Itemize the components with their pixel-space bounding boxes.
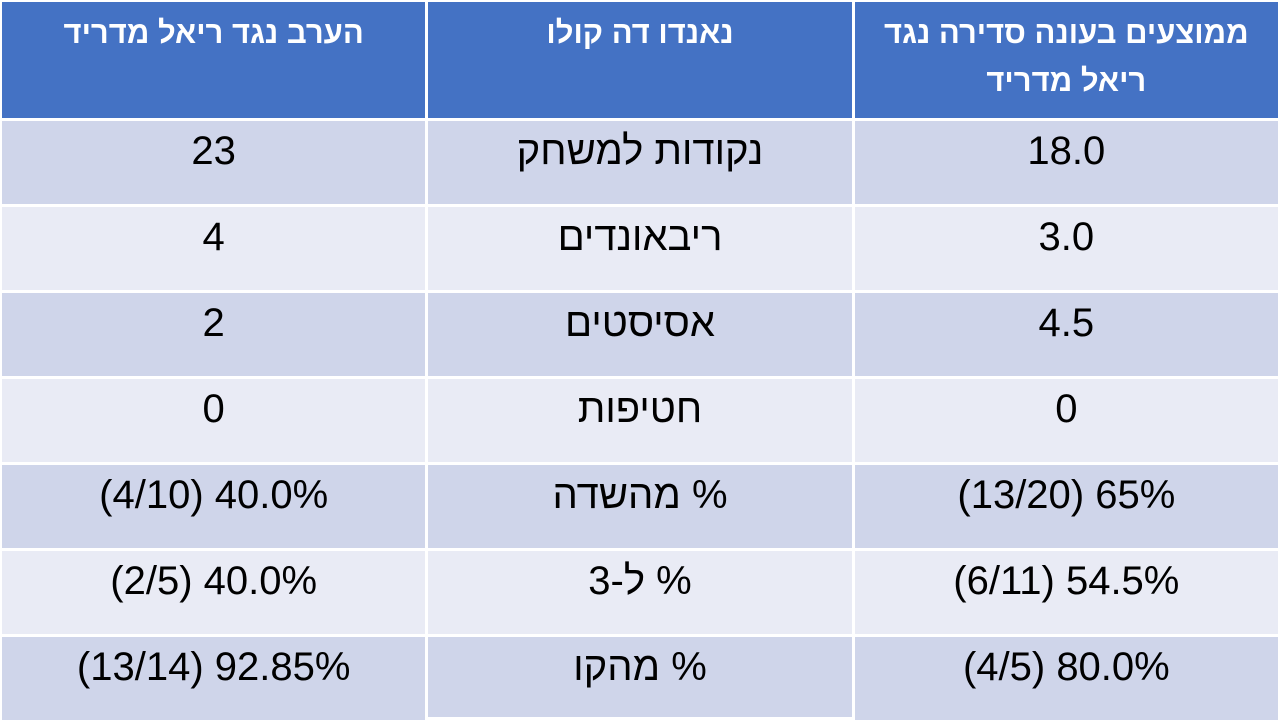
header-season-averages: ממוצעים בעונה סדירה נגד ריאל מדריד: [854, 2, 1278, 118]
season-avg-value: 3.0: [854, 207, 1278, 290]
tonight-value: 23: [2, 121, 426, 204]
table-bottom-edge: [428, 717, 852, 720]
stat-label: ריבאונדים: [428, 207, 852, 290]
tonight-value: 2: [2, 293, 426, 376]
header-tonight: הערב נגד ריאל מדריד: [2, 2, 426, 118]
season-avg-value: 65% (13/20): [854, 465, 1278, 548]
stat-label: % מהשדה: [428, 465, 852, 548]
tonight-value: 40.0% (2/5): [2, 551, 426, 634]
stat-label: נקודות למשחק: [428, 121, 852, 204]
stat-label: אסיסטים: [428, 293, 852, 376]
season-avg-value: 0: [854, 379, 1278, 462]
header-player-name: נאנדו דה קולו: [428, 2, 852, 118]
stat-label: חטיפות: [428, 379, 852, 462]
stat-label: % ל-3: [428, 551, 852, 634]
stat-label: % מהקו: [428, 637, 852, 720]
tonight-value: 92.85% (13/14): [2, 637, 426, 720]
season-avg-value: 54.5% (6/11): [854, 551, 1278, 634]
tonight-value: 40.0% (4/10): [2, 465, 426, 548]
season-avg-value: 18.0: [854, 121, 1278, 204]
season-avg-value: 80.0% (4/5): [854, 637, 1278, 720]
tonight-value: 0: [2, 379, 426, 462]
tonight-value: 4: [2, 207, 426, 290]
season-avg-value: 4.5: [854, 293, 1278, 376]
